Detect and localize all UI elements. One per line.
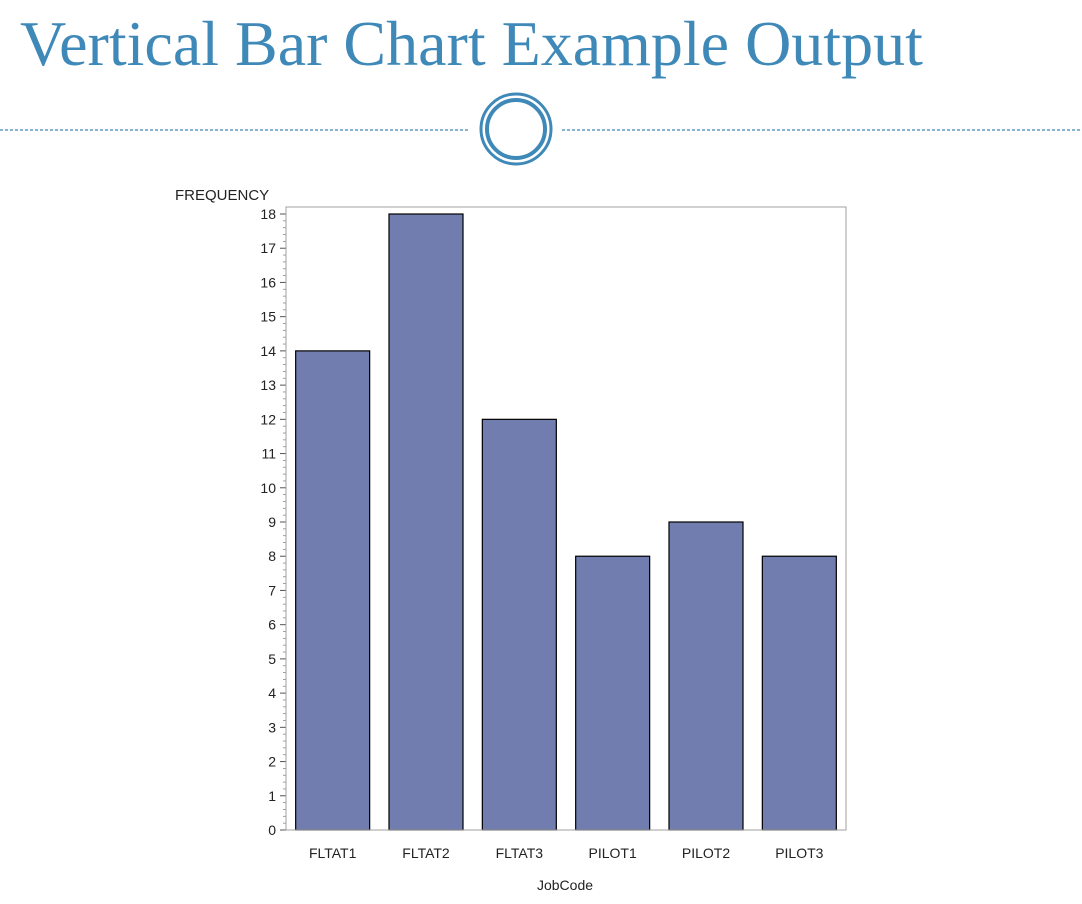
x-tick-label: FLTAT3 <box>496 845 544 861</box>
divider-ring-inner-icon <box>485 98 547 160</box>
plot-frame <box>285 206 847 831</box>
y-tick-label: 1 <box>268 788 276 804</box>
y-tick-label: 7 <box>268 582 276 598</box>
bar-fltat2 <box>388 213 464 831</box>
y-tick-label: 3 <box>268 719 276 735</box>
title-divider <box>0 92 1082 166</box>
y-tick-label: 9 <box>268 514 276 530</box>
x-axis-label: JobCode <box>537 877 593 893</box>
y-tick-label: 2 <box>268 754 276 770</box>
x-tick-label: FLTAT1 <box>309 845 357 861</box>
y-tick-label: 16 <box>260 274 276 290</box>
y-tick-label: 11 <box>261 446 276 462</box>
x-axis: FLTAT1 FLTAT2 FLTAT3 PILOT1 PILOT2 PILOT3 <box>309 845 824 861</box>
y-tick-label: 5 <box>268 651 276 667</box>
y-tick-label: 6 <box>268 617 276 633</box>
y-tick-label: 15 <box>260 309 276 325</box>
bar-pilot3 <box>761 555 837 831</box>
y-tick-label: 17 <box>260 240 276 256</box>
y-tick-label: 10 <box>260 480 276 496</box>
y-tick-label: 4 <box>268 685 276 701</box>
bar-series <box>295 213 837 831</box>
y-tick-label: 13 <box>260 377 276 393</box>
y-tick-label: 14 <box>260 343 276 359</box>
x-tick-label: PILOT3 <box>775 845 823 861</box>
bar-pilot1 <box>575 555 651 831</box>
bar-pilot2 <box>668 521 744 831</box>
y-axis-label: FREQUENCY <box>175 187 269 204</box>
y-tick-label: 12 <box>260 411 276 427</box>
y-tick-label: 0 <box>268 822 276 838</box>
bar-fltat1 <box>295 350 371 831</box>
divider-ring-icon <box>479 92 553 166</box>
x-tick-label: PILOT2 <box>682 845 730 861</box>
x-tick-label: PILOT1 <box>589 845 637 861</box>
y-tick-label: 18 <box>260 206 276 222</box>
x-tick-label: FLTAT2 <box>402 845 450 861</box>
y-tick-label: 8 <box>268 548 276 564</box>
bar-fltat3 <box>481 418 557 831</box>
slide-title: Vertical Bar Chart Example Output <box>20 8 923 79</box>
